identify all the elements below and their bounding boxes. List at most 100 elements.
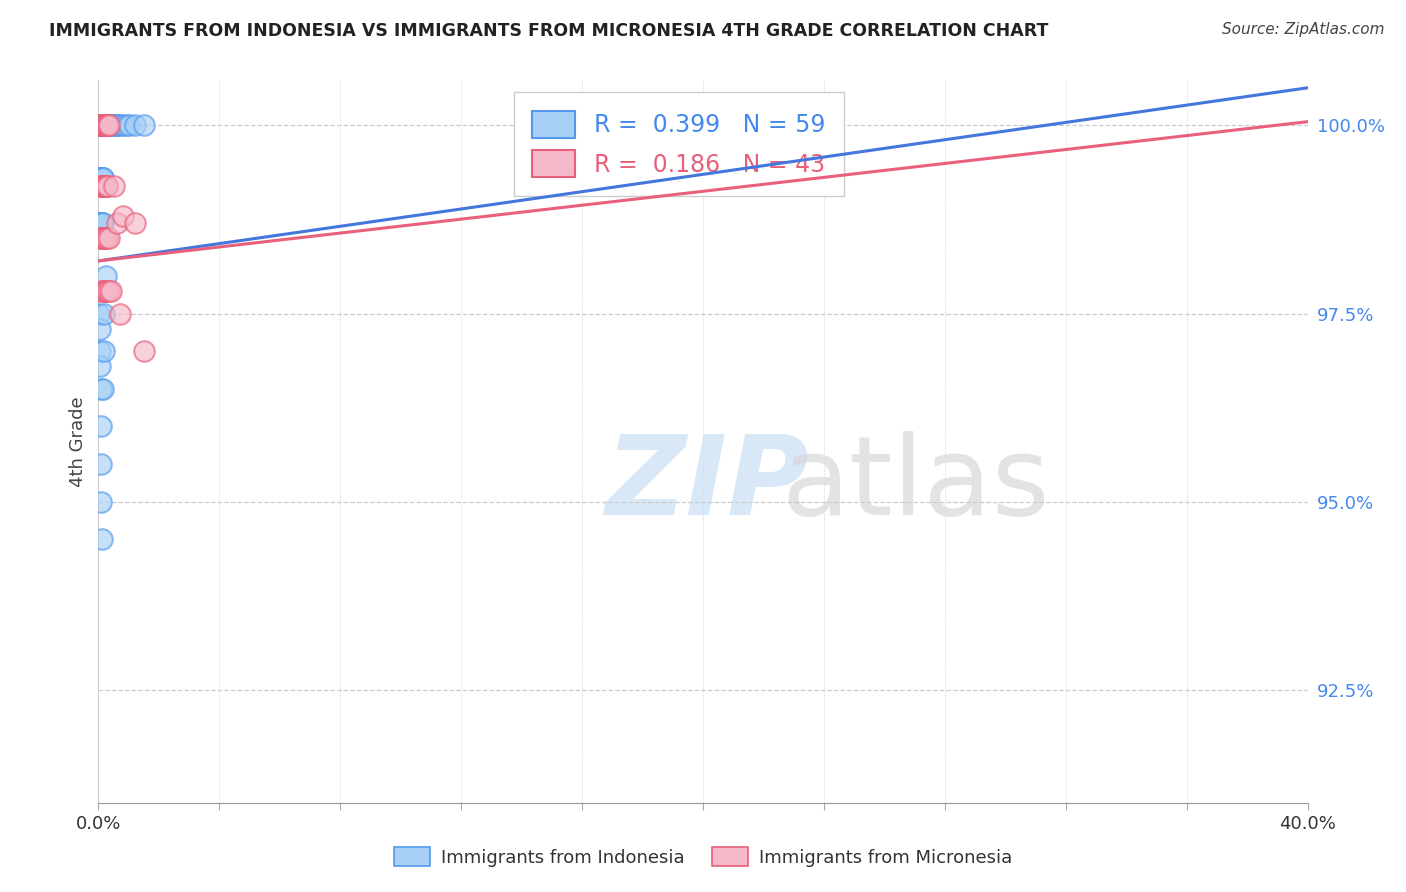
Point	[91, 171, 114, 186]
Point	[96, 284, 118, 298]
Point	[96, 119, 118, 133]
Point	[90, 171, 112, 186]
Point	[94, 231, 117, 245]
Point	[90, 119, 112, 133]
Point	[91, 178, 114, 193]
Point	[94, 119, 117, 133]
Point	[118, 119, 141, 133]
Point	[103, 178, 125, 193]
Point	[90, 119, 112, 133]
Point	[89, 307, 111, 321]
Point	[111, 119, 134, 133]
Point	[90, 119, 112, 133]
Point	[124, 216, 146, 230]
Point	[96, 119, 118, 133]
Point	[94, 119, 117, 133]
Point	[94, 119, 117, 133]
Point	[89, 359, 111, 374]
Point	[91, 119, 114, 133]
Point	[91, 171, 114, 186]
Point	[90, 231, 112, 245]
Point	[90, 178, 112, 193]
Point	[105, 119, 128, 133]
Point	[132, 344, 155, 359]
Point	[108, 119, 131, 133]
Point	[114, 119, 136, 133]
Point	[101, 119, 124, 133]
Point	[91, 178, 114, 193]
Point	[93, 284, 115, 298]
Text: IMMIGRANTS FROM INDONESIA VS IMMIGRANTS FROM MICRONESIA 4TH GRADE CORRELATION CH: IMMIGRANTS FROM INDONESIA VS IMMIGRANTS …	[49, 22, 1049, 40]
Point	[89, 216, 111, 230]
Point	[98, 284, 121, 298]
Point	[105, 216, 128, 230]
Point	[94, 284, 117, 298]
Point	[90, 216, 112, 230]
Point	[98, 231, 121, 245]
Point	[98, 119, 121, 133]
Legend: Immigrants from Indonesia, Immigrants from Micronesia: Immigrants from Indonesia, Immigrants fr…	[387, 840, 1019, 874]
Point	[100, 119, 122, 133]
Point	[89, 119, 111, 133]
Point	[90, 284, 112, 298]
Point	[89, 171, 111, 186]
Point	[90, 457, 112, 471]
Point	[91, 284, 114, 298]
Point	[100, 284, 122, 298]
Text: Source: ZipAtlas.com: Source: ZipAtlas.com	[1222, 22, 1385, 37]
Point	[103, 119, 125, 133]
Point	[90, 119, 112, 133]
Point	[93, 119, 115, 133]
Point	[89, 178, 111, 193]
Point	[89, 321, 111, 335]
Point	[90, 382, 112, 396]
Point	[89, 216, 111, 230]
Point	[104, 119, 127, 133]
Point	[91, 231, 114, 245]
Point	[94, 119, 117, 133]
Point	[89, 344, 111, 359]
Text: atlas: atlas	[782, 432, 1050, 539]
Point	[91, 533, 114, 547]
Point	[89, 216, 111, 230]
Text: ZIP: ZIP	[606, 432, 810, 539]
Point	[91, 119, 114, 133]
Point	[89, 216, 111, 230]
Point	[96, 178, 118, 193]
Point	[90, 216, 112, 230]
Point	[124, 119, 146, 133]
Point	[91, 216, 114, 230]
Point	[93, 119, 115, 133]
Point	[94, 178, 117, 193]
Point	[90, 494, 112, 508]
Point	[108, 307, 131, 321]
Point	[96, 119, 118, 133]
Point	[89, 231, 111, 245]
Point	[93, 307, 115, 321]
Point	[91, 171, 114, 186]
Point	[98, 119, 121, 133]
Point	[98, 119, 121, 133]
Point	[132, 119, 155, 133]
Point	[90, 216, 112, 230]
Point	[91, 119, 114, 133]
Point	[89, 171, 111, 186]
Point	[111, 209, 134, 223]
Point	[90, 171, 112, 186]
Point	[97, 119, 120, 133]
Point	[89, 171, 111, 186]
Point	[93, 119, 115, 133]
Point	[93, 231, 115, 245]
Point	[91, 119, 114, 133]
Point	[91, 216, 114, 230]
Point	[107, 119, 129, 133]
Point	[93, 119, 115, 133]
Point	[90, 171, 112, 186]
Point	[93, 344, 115, 359]
Point	[94, 268, 117, 283]
Point	[90, 171, 112, 186]
Point	[94, 178, 117, 193]
Point	[96, 178, 118, 193]
Point	[90, 216, 112, 230]
Point	[93, 178, 115, 193]
